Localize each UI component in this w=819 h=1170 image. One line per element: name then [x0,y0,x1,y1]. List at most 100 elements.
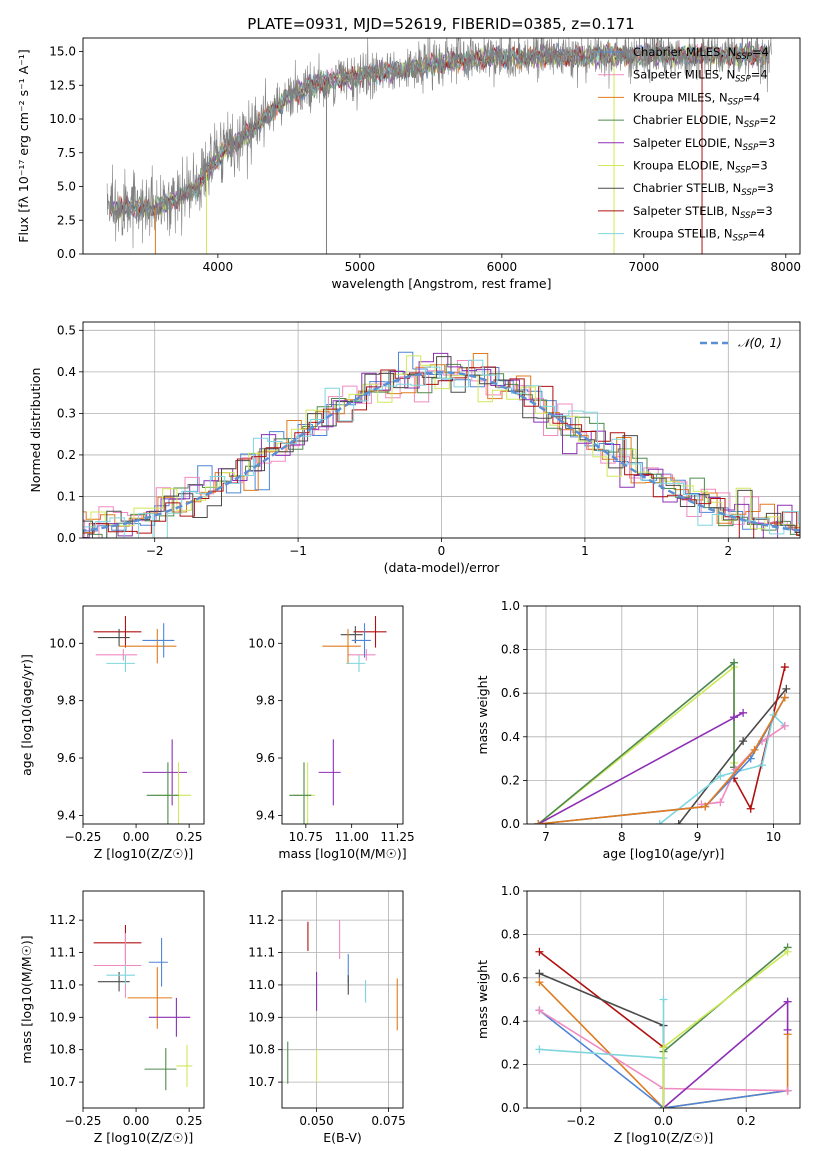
weight-line [662,951,789,1108]
y-tick-label: 11.0 [248,978,275,992]
y-tick-label: 0.8 [501,643,520,657]
y-tick-label: 1.0 [501,884,520,898]
y-tick-label: 9.4 [57,808,76,822]
residuals-axes: −2 −1 0 1 2 0.0 0.1 0.2 0.3 0.4 0.5 (data-model)/er… [28,322,800,575]
y-tick-label: 0.6 [501,686,520,700]
weight-line [733,666,786,811]
axes-frame [82,890,205,1109]
y-tick-label: 10.8 [248,1043,275,1057]
y-axis-label: age [log10(age/yr)] [19,654,34,776]
weight_vs_Z-axes: −0.2 0.0 0.2 0.0 0.2 0.4 0.6 0.8 1.0 Z [log10(Z/Z… [475,884,800,1145]
y-tick-label: 5.0 [57,180,76,194]
y-tick-label: 7.5 [57,146,76,160]
y-tick-label: 0.0 [57,531,76,545]
legend-label: Chabrier ELODIE, NSSP=2 [633,113,776,130]
histogram-line [83,351,800,535]
weight-marker [535,1045,544,1054]
x-tick-label: 0.00 [123,1114,150,1128]
histogram-line [83,356,800,538]
y-tick-label: 10.9 [49,1010,76,1024]
x-tick-label: 11.00 [334,830,368,844]
x-tick-label: 0.25 [176,1114,203,1128]
weight_vs_age-axes: 7 8 9 10 0.0 0.2 0.4 0.6 0.8 1.0 age [log10(age/yr… [475,599,800,861]
x-tick-label: 9 [694,830,702,844]
weight-marker [780,663,789,672]
weight-line [538,697,786,824]
y-tick-label: 11.2 [248,913,275,927]
y-tick-label: 2.5 [57,213,76,227]
axes-frame [82,37,801,255]
x-tick-label: 0.00 [123,830,150,844]
x-tick-label: 8 [618,830,626,844]
y-tick-label: 1.0 [501,599,520,613]
x-tick-label: 0.050 [299,1114,333,1128]
axes-frame [82,321,801,539]
spectrum-lines [106,38,772,254]
y-tick-label: 10.0 [49,112,76,126]
weight-marker [780,693,789,702]
axes-frame [526,890,801,1109]
weight-marker [701,802,710,811]
y-tick-label: 9.4 [256,808,275,822]
y-axis-label: Flux [fλ 10⁻¹⁷ erg cm⁻² s⁻¹ A⁻¹] [16,49,31,242]
y-axis-label: mass weight [475,675,490,754]
y-tick-label: 0.0 [501,1101,520,1115]
y-tick-label: 0.8 [501,927,520,941]
y-tick-label: 0.4 [501,1014,520,1028]
weight-line [662,999,789,1108]
x-tick-label: 11.25 [380,830,414,844]
y-tick-label: 0.2 [57,448,76,462]
mass_vs_ebv-errorbars [287,920,398,1084]
y-tick-label: 0.1 [57,489,76,503]
y-tick-label: 11.2 [49,913,76,927]
weight-marker [535,947,544,956]
x-tick-label: 0.25 [176,830,203,844]
x-axis-label: age [log10(age/yr)] [603,846,725,861]
legend-label: Salpeter ELODIE, NSSP=3 [633,136,775,153]
x-tick-label: 5000 [345,260,376,274]
x-axis-label: Z [log10(Z/Z☉)] [94,1130,194,1145]
y-tick-label: 9.8 [256,694,275,708]
histogram-line [83,363,800,538]
weight-marker [782,684,791,693]
spectrum-legend: Chabrier MILES, NSSP=4 Salpeter MILES, NS… [598,45,776,244]
x-tick-label: 7 [542,830,550,844]
axes-frame [281,605,404,825]
weight-marker [674,820,683,824]
x-tick-label: 2 [724,544,732,558]
x-tick-label: −2 [146,544,164,558]
weight-marker [730,658,739,667]
x-tick-label: −0.2 [566,1114,595,1128]
y-tick-label: 10.9 [248,1010,275,1024]
weight-line [537,661,735,824]
y-tick-label: 15.0 [49,45,76,59]
y-tick-label: 0.4 [501,730,520,744]
legend-label: Kroupa ELODIE, NSSP=3 [633,159,768,176]
weight-line [538,712,744,824]
x-axis-label: E(B-V) [323,1130,362,1145]
weight-marker [746,804,755,813]
x-tick-label: 0.0 [654,1114,673,1128]
x-tick-label: 8000 [771,260,802,274]
legend-label: Kroupa STELIB, NSSP=4 [633,227,765,244]
y-tick-label: 0.2 [501,1058,520,1072]
y-tick-label: 0.2 [501,773,520,787]
figure-title: PLATE=0931, MJD=52619, FIBERID=0385, z=0… [247,15,634,33]
weight-marker [535,969,544,978]
y-axis-label: mass [log10(M/M☉)] [19,935,34,1063]
histogram-line [83,352,800,538]
y-tick-label: 0.4 [57,365,76,379]
age_vs_mass-axes: 10.75 11.00 11.25 9.4 9.6 9.8 10.0 mass [log10(… [248,636,414,861]
y-tick-label: 10.7 [248,1075,275,1089]
normal-curve [83,371,800,532]
x-tick-label: 0.2 [737,1114,756,1128]
weight-marker [783,1086,792,1095]
axes-frame [281,890,404,1109]
age_vs_mass-errorbars [289,616,387,824]
weight-marker [534,820,543,824]
histogram-steps [83,351,800,538]
y-tick-label: 11.1 [49,946,76,960]
weight-marker [783,947,792,956]
histogram-line [83,366,800,538]
weight-marker [739,737,748,746]
